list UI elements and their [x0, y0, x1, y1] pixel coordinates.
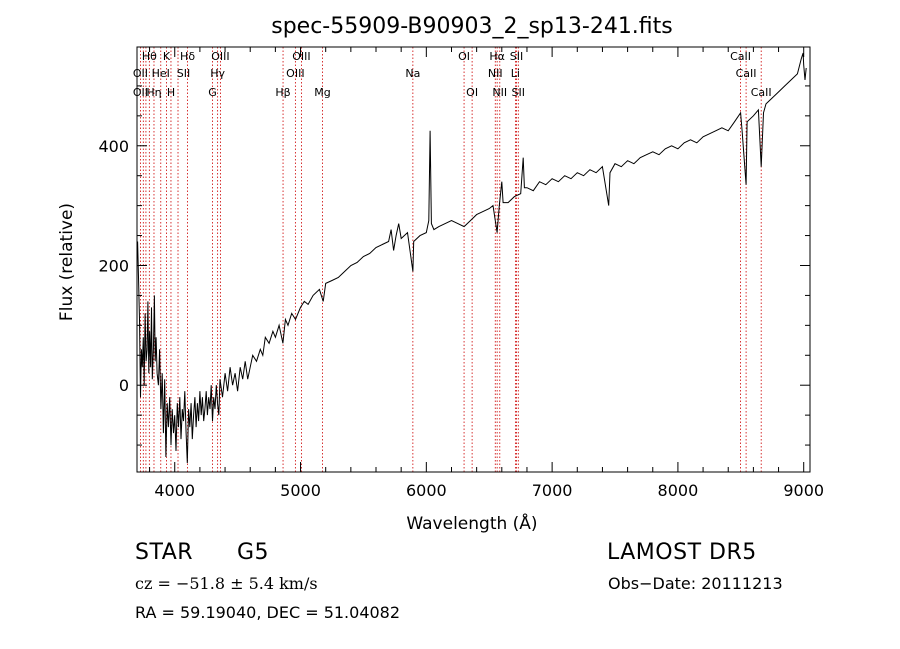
line-marker-label: SII	[510, 50, 523, 63]
x-tick-label: 5000	[280, 481, 321, 500]
line-marker-label: OIII	[211, 50, 229, 63]
line-marker-label: K	[163, 50, 171, 63]
line-marker-label: Hα	[489, 50, 505, 63]
line-marker-label: OIII	[292, 50, 310, 63]
line-marker-label: NII	[488, 67, 503, 80]
line-marker-label: CaII	[751, 86, 772, 99]
object-subclass: G5	[237, 540, 270, 565]
y-axis-ticks: 0 200 400	[98, 85, 810, 446]
x-tick-label: 8000	[658, 481, 699, 500]
line-marker-label: H	[167, 86, 175, 99]
line-markers	[139, 47, 762, 472]
line-marker-label: OI	[466, 86, 478, 99]
coordinates: RA = 59.19040, DEC = 51.04082	[135, 603, 401, 622]
line-marker-label: SII	[177, 67, 190, 80]
line-marker-label: G	[208, 86, 217, 99]
line-marker-label: Li	[511, 67, 520, 80]
observation-date: Obs−Date: 20111213	[608, 574, 783, 593]
y-tick-label: 0	[119, 376, 129, 395]
line-marker-label: Hδ	[180, 50, 195, 63]
y-axis-label: Flux (relative)	[57, 203, 77, 321]
line-marker-label: Hβ	[275, 86, 290, 99]
object-class: STAR	[135, 540, 194, 565]
line-marker-label: CaII	[730, 50, 751, 63]
line-marker-label: HeI	[152, 67, 170, 80]
x-tick-label: 6000	[406, 481, 447, 500]
line-marker-label: NII	[492, 86, 507, 99]
x-axis-ticks: 4000 5000 6000 7000 8000 9000	[149, 47, 824, 500]
line-marker-labels: Hδ OIII OIII OI Hα SII CaII Hθ K OII HeI SII Hγ OIII N…	[133, 50, 772, 99]
x-tick-label: 9000	[783, 481, 824, 500]
line-marker-label: Hη	[146, 86, 161, 99]
line-marker-label: Mg	[314, 86, 330, 99]
line-marker-label: OIII	[286, 67, 304, 80]
spectrum-line	[137, 52, 807, 464]
x-tick-label: 7000	[532, 481, 573, 500]
x-axis-label: Wavelength (Å)	[406, 512, 537, 534]
y-tick-label: 400	[98, 137, 129, 156]
line-marker-label: Hγ	[210, 67, 225, 80]
x-tick-label: 4000	[154, 481, 195, 500]
line-marker-label: Hθ	[142, 50, 157, 63]
redshift-velocity: cz = −51.8 ± 5.4 km/s	[135, 574, 318, 593]
line-marker-label: SII	[512, 86, 525, 99]
plot-frame	[136, 46, 811, 473]
y-tick-label: 200	[98, 256, 129, 275]
survey-name: LAMOST DR5	[607, 540, 757, 565]
line-marker-label: OII	[133, 67, 148, 80]
line-marker-label: OI	[458, 50, 470, 63]
chart-title: spec-55909-B90903_2_sp13-241.fits	[271, 14, 673, 39]
line-marker-label: CaII	[736, 67, 757, 80]
line-marker-label: Na	[405, 67, 420, 80]
